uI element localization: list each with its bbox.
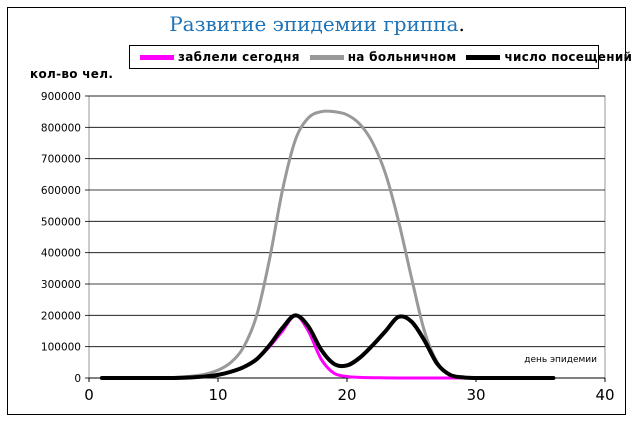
x-tick-label: 40: [595, 386, 614, 404]
legend-item: заблели сегодня: [140, 50, 300, 64]
y-tick-label: 600000: [41, 185, 81, 197]
y-axis-label: кол-во чел.: [30, 67, 114, 81]
legend-label: заблели сегодня: [178, 50, 300, 64]
y-tick-label: 400000: [41, 248, 81, 260]
y-tick-label: 900000: [41, 91, 81, 103]
legend-item: число посещений: [466, 50, 632, 64]
y-tick-label: 300000: [41, 279, 81, 291]
y-tick-label: 800000: [41, 122, 81, 134]
legend-swatch: [309, 54, 344, 60]
y-tick-label: 0: [74, 373, 81, 385]
legend-item: на больничном: [309, 50, 457, 64]
y-tick-label: 200000: [41, 310, 81, 322]
x-tick-label: 10: [208, 386, 227, 404]
legend-label: на больничном: [347, 50, 457, 64]
chart-title: Развитие эпидемии гриппа.: [0, 12, 634, 36]
legend: заблели сегодня на больничном число посеще…: [129, 45, 632, 69]
legend-swatch: [140, 54, 174, 60]
y-tick-label: 500000: [41, 216, 81, 228]
x-axis-label: день эпидемии: [524, 355, 597, 365]
series-line-2: [100, 109, 555, 380]
y-tick-label: 700000: [41, 154, 81, 166]
x-tick-label: 30: [466, 386, 485, 404]
legend-swatch: [466, 54, 501, 60]
x-tick-label: 0: [84, 386, 94, 404]
chart-title-text: Развитие эпидемии гриппа: [169, 12, 459, 36]
x-tick-label: 20: [337, 386, 356, 404]
y-tick-label: 100000: [41, 342, 81, 354]
legend-label: число посещений: [504, 50, 633, 64]
chart-title-suffix: .: [458, 12, 465, 36]
series-line-3: [99, 313, 556, 380]
plot-border: [88, 95, 606, 379]
